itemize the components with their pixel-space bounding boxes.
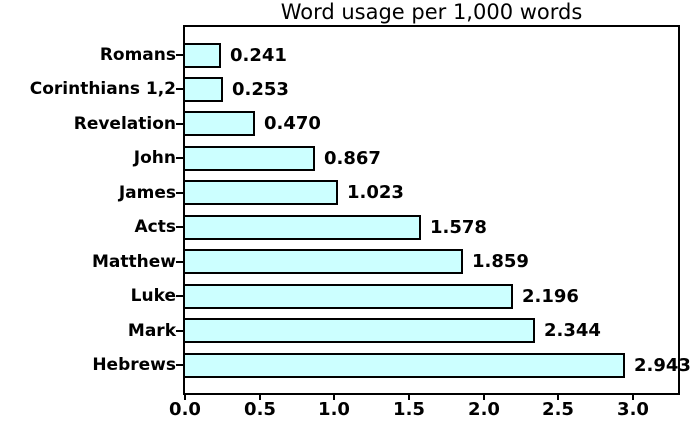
- x-axis-tick: [557, 395, 559, 400]
- category-label: Romans: [99, 45, 176, 65]
- y-axis-tick: [176, 364, 183, 366]
- bar-value-label: 2.196: [522, 286, 579, 307]
- category-label: Matthew: [92, 252, 176, 272]
- bar-value-label: 0.470: [264, 113, 321, 134]
- bar: [185, 111, 255, 136]
- y-axis-tick: [176, 88, 183, 90]
- y-axis-tick: [176, 54, 183, 56]
- bar-value-label: 0.867: [324, 148, 381, 169]
- y-axis-tick: [176, 295, 183, 297]
- y-axis-tick: [176, 226, 183, 228]
- bar: [185, 318, 535, 343]
- x-axis-tick: [333, 395, 335, 400]
- x-axis-tick: [632, 395, 634, 400]
- category-label: Acts: [134, 217, 176, 237]
- y-axis-tick: [176, 261, 183, 263]
- bar-value-label: 2.344: [544, 320, 601, 341]
- y-axis-tick: [176, 192, 183, 194]
- x-axis-tick-label: 2.0: [468, 399, 500, 420]
- bar: [185, 249, 463, 274]
- x-axis-tick-label: 1.0: [318, 399, 350, 420]
- category-label: Revelation: [73, 114, 176, 134]
- y-axis-tick: [176, 330, 183, 332]
- x-axis-tick: [408, 395, 410, 400]
- bar-value-label: 2.943: [634, 355, 691, 376]
- category-label: Corinthians 1,2: [29, 79, 176, 99]
- y-axis-tick: [176, 157, 183, 159]
- bar-value-label: 1.578: [430, 217, 487, 238]
- plot-area: 0.241 0.253 0.470 0.867 1.023 1.578 1.859 2.196…: [183, 25, 691, 395]
- category-label: James: [118, 183, 176, 203]
- x-axis-tick: [184, 395, 186, 400]
- category-label: Luke: [130, 286, 176, 306]
- bar-value-label: 1.859: [472, 251, 529, 272]
- category-label: John: [133, 148, 176, 168]
- category-label: Hebrews: [92, 355, 176, 375]
- x-axis-tick-label: 1.5: [393, 399, 425, 420]
- x-axis-tick-label: 0.5: [244, 399, 276, 420]
- bar: [185, 43, 221, 68]
- bar: [185, 353, 625, 378]
- category-label: Mark: [127, 321, 176, 341]
- bar: [185, 180, 338, 205]
- y-axis-tick: [176, 123, 183, 125]
- bar-value-label: 0.253: [232, 79, 289, 100]
- chart-title: Word usage per 1,000 words: [280, 0, 583, 24]
- x-axis-tick-label: 2.5: [542, 399, 574, 420]
- bar: [185, 77, 223, 102]
- x-axis-tick-label: 0.0: [169, 399, 201, 420]
- bar: [185, 284, 513, 309]
- x-axis-tick: [483, 395, 485, 400]
- bar-value-label: 0.241: [230, 45, 287, 66]
- x-axis-tick: [259, 395, 261, 400]
- bar: [185, 215, 421, 240]
- bar: [185, 146, 315, 171]
- x-axis-tick-label: 3.0: [617, 399, 649, 420]
- bar-value-label: 1.023: [347, 182, 404, 203]
